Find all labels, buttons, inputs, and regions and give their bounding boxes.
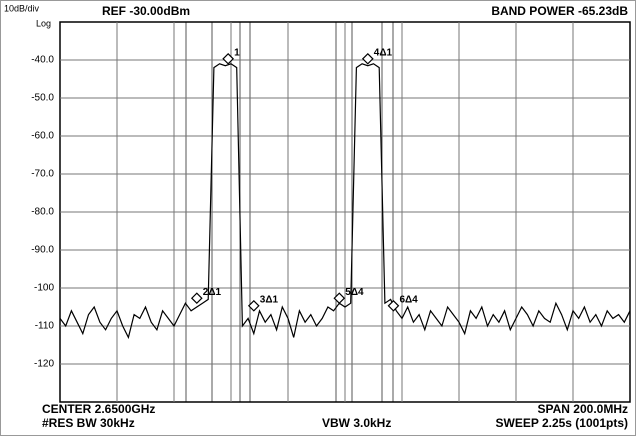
vbw: VBW 3.0kHz [322, 416, 391, 430]
marker [222, 52, 234, 65]
y-tick-label: -90.0 [31, 245, 54, 256]
trace [59, 63, 631, 340]
marker-label: 1 [234, 47, 240, 58]
span: SPAN 200.0MHz [538, 402, 628, 416]
marker [361, 52, 374, 65]
marker-label: 4Δ1 [374, 47, 393, 58]
marker [387, 299, 400, 312]
y-tick-label: -70.0 [31, 169, 54, 180]
y-tick-label: -120 [34, 359, 54, 370]
sweep: SWEEP 2.25s (1001pts) [495, 416, 628, 430]
marker-label: 6Δ4 [399, 294, 418, 305]
band-power: BAND POWER -65.23dB [491, 4, 628, 18]
y-tick-label: -110 [35, 321, 55, 332]
y-tick-label: -40.0 [31, 55, 54, 66]
marker-label: 3Δ1 [260, 294, 279, 305]
res-bw: #RES BW 30kHz [42, 416, 135, 430]
scale-per-div: 10dB/div [4, 3, 40, 13]
y-tick-label: -60.0 [31, 131, 54, 142]
marker [333, 292, 346, 305]
center-freq: CENTER 2.6500GHz [42, 402, 155, 416]
ref-level: REF -30.00dBm [102, 4, 190, 18]
y-tick-label: -100 [34, 283, 54, 294]
y-tick-label: -80.0 [31, 207, 54, 218]
y-tick-label: -50.0 [31, 93, 54, 104]
marker [190, 292, 203, 305]
marker [247, 299, 260, 312]
scale-type: Log [36, 18, 51, 28]
marker-label: 2Δ1 [203, 287, 222, 298]
marker-label: 5Δ4 [345, 287, 364, 298]
